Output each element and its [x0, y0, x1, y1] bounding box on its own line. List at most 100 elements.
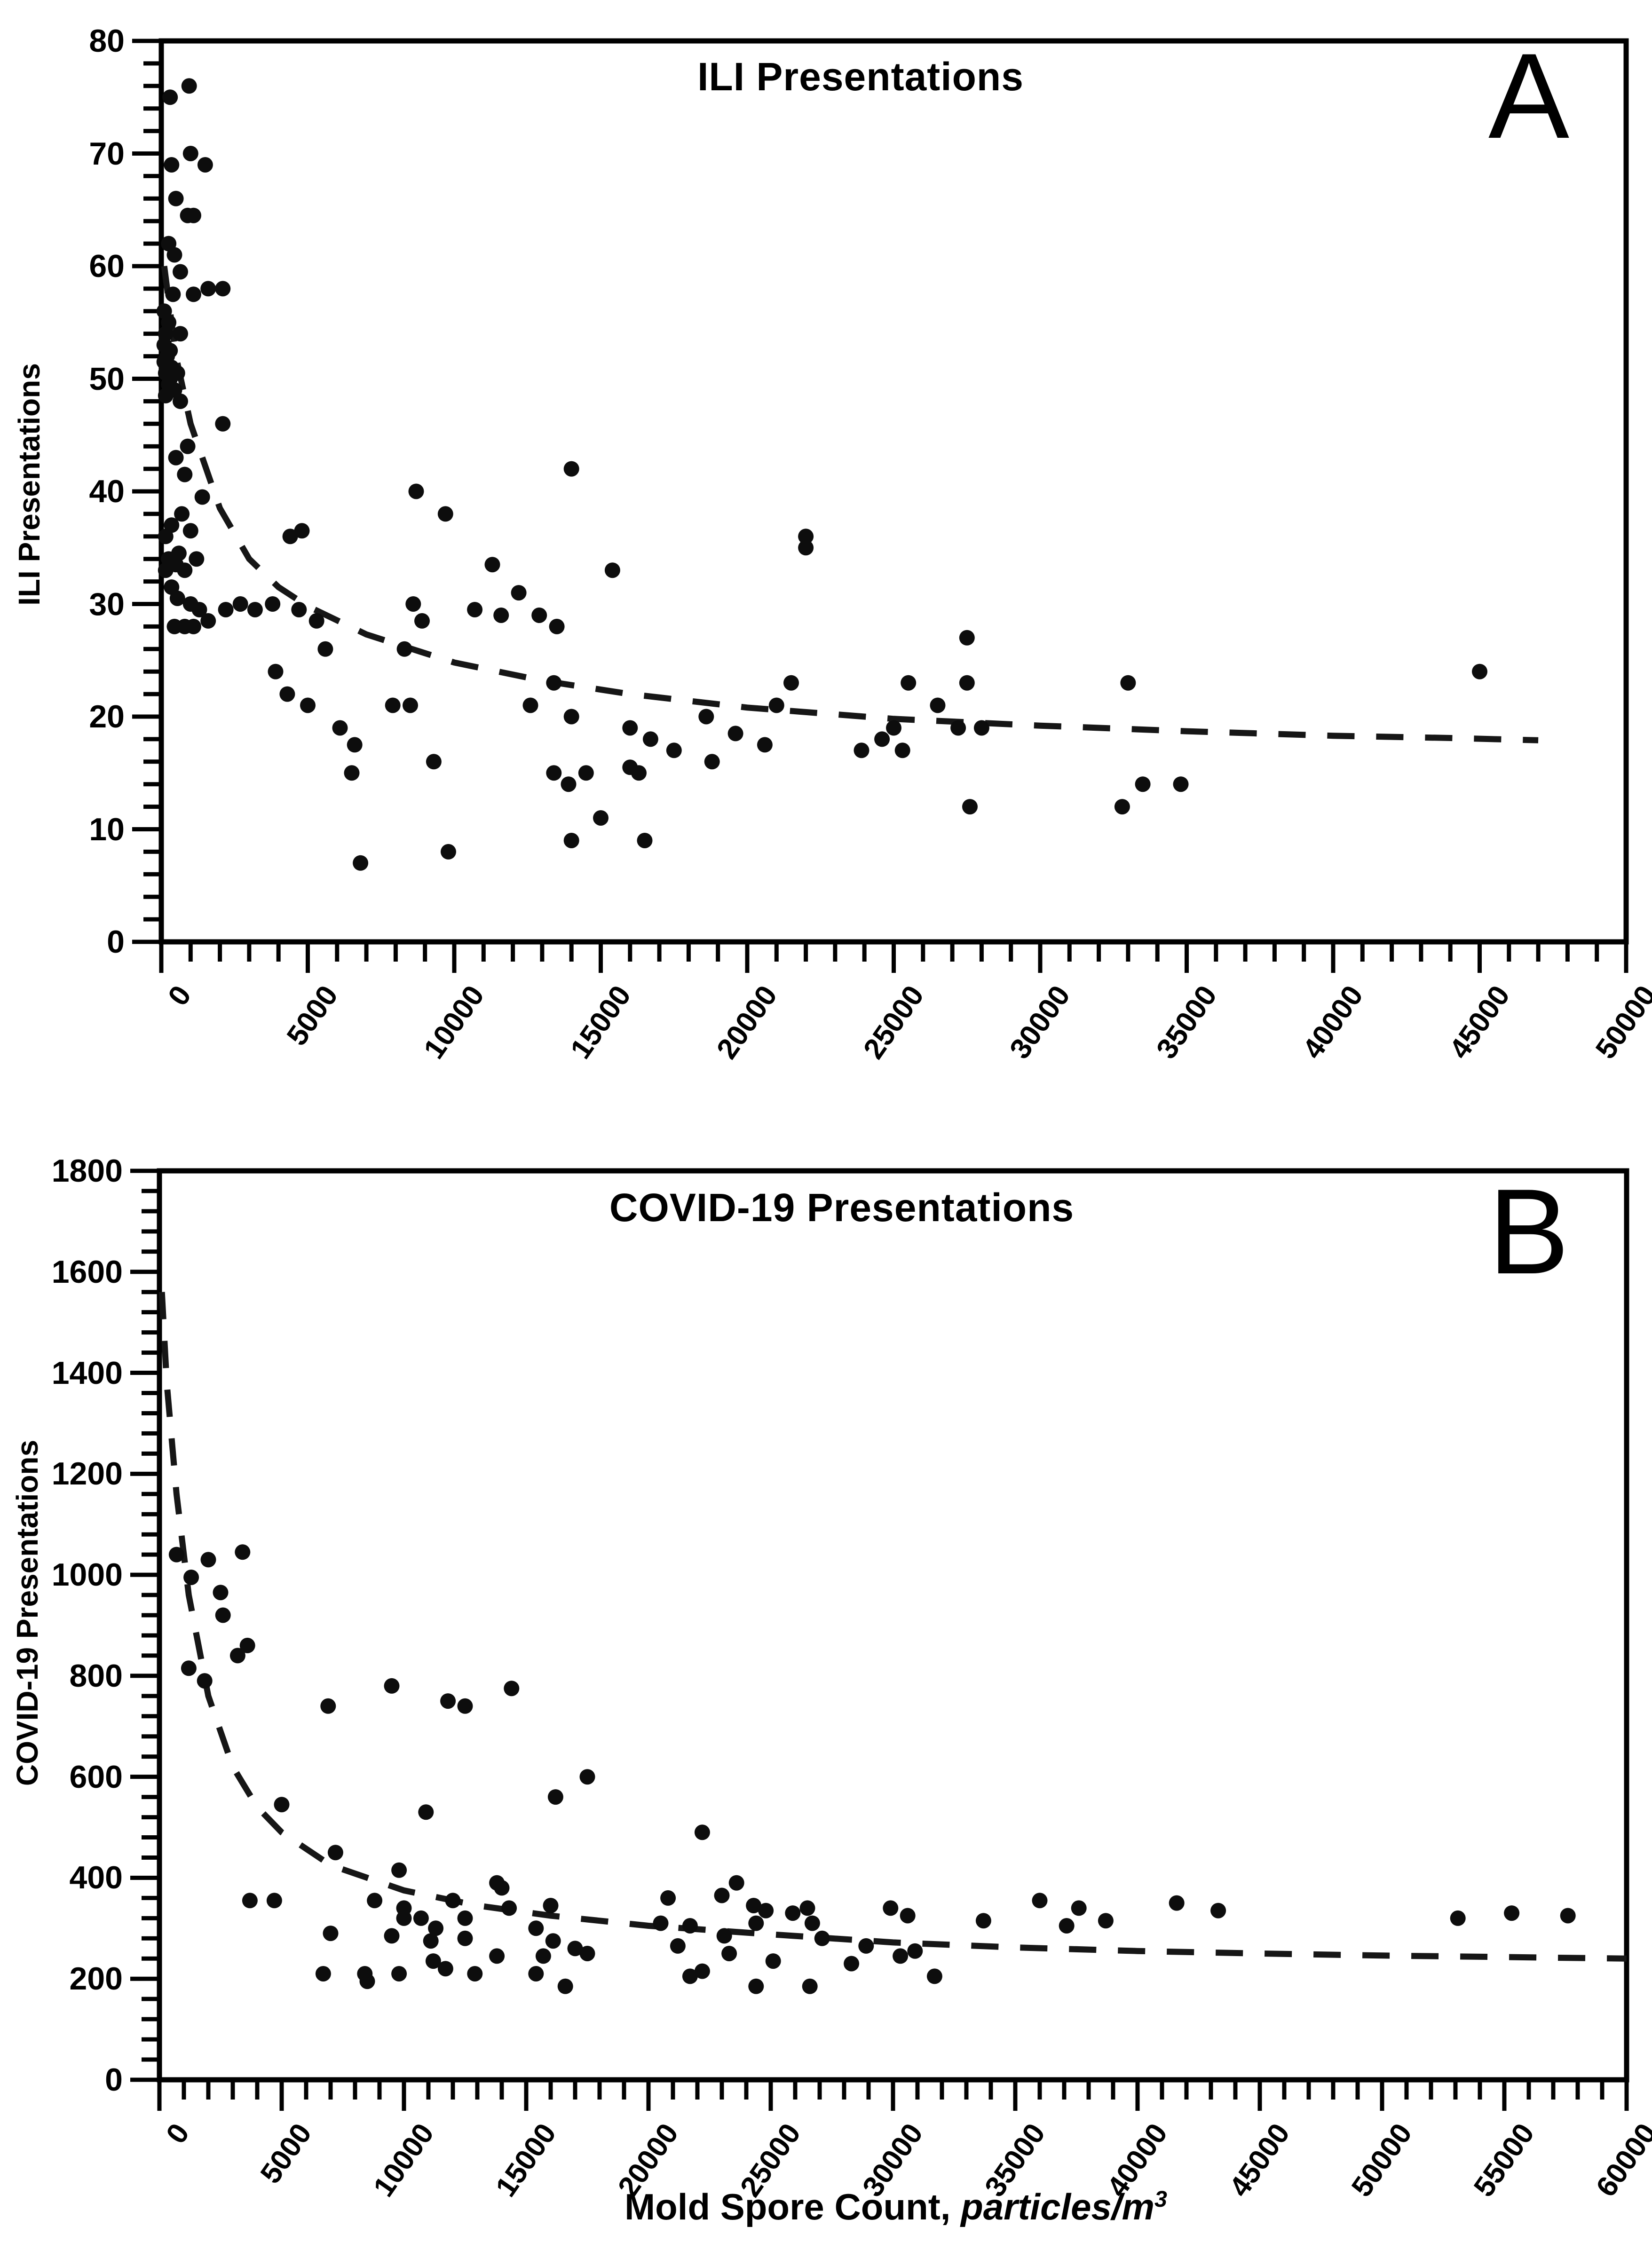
data-point: [549, 618, 565, 634]
data-point: [489, 1948, 505, 1964]
data-point: [418, 1804, 434, 1820]
data-point: [886, 720, 901, 736]
chart-a-y-axis-title: ILI Presentations: [12, 363, 46, 606]
data-point: [798, 529, 814, 545]
data-point: [1059, 1918, 1075, 1934]
data-point: [332, 720, 348, 736]
data-point: [893, 1948, 909, 1964]
data-point: [177, 466, 193, 482]
trend-line-B: [158, 1292, 1627, 1962]
data-point: [950, 720, 966, 736]
data-point: [428, 1920, 444, 1936]
data-point: [975, 1913, 991, 1929]
data-point: [327, 1845, 343, 1861]
data-point: [900, 1908, 916, 1924]
data-point: [169, 365, 185, 381]
data-point: [247, 602, 263, 617]
data-point: [721, 1946, 737, 1961]
data-point: [457, 1698, 473, 1714]
data-point: [168, 450, 184, 466]
data-point: [531, 608, 547, 623]
y-tick-label: 600: [69, 1759, 123, 1795]
data-point: [200, 281, 216, 297]
data-point: [567, 1941, 583, 1957]
data-point: [579, 1769, 595, 1785]
y-tick-label: 40: [89, 474, 125, 509]
y-tick-label: 1800: [51, 1153, 123, 1189]
data-point: [467, 602, 483, 617]
data-point: [396, 1910, 412, 1926]
data-point: [282, 529, 298, 545]
data-point: [403, 697, 418, 713]
data-point: [804, 1915, 820, 1931]
data-point: [894, 742, 910, 758]
data-point: [814, 1930, 830, 1946]
data-point: [1169, 1895, 1185, 1911]
data-point: [294, 523, 310, 539]
data-point: [785, 1905, 801, 1921]
data-point: [186, 286, 201, 302]
data-point: [291, 602, 307, 617]
data-point: [765, 1953, 781, 1969]
data-point: [768, 697, 784, 713]
data-point: [604, 562, 620, 578]
data-point: [266, 1893, 282, 1909]
data-point: [268, 663, 284, 679]
data-point: [215, 416, 231, 432]
y-tick-label: 70: [89, 135, 125, 172]
data-point: [265, 596, 281, 612]
data-point: [173, 264, 188, 280]
data-point: [200, 1552, 216, 1568]
data-point: [173, 326, 188, 342]
data-point: [182, 523, 198, 539]
data-point: [347, 737, 363, 753]
data-point: [528, 1920, 544, 1936]
data-point: [229, 1648, 245, 1664]
data-point: [242, 1893, 258, 1909]
data-point: [798, 540, 814, 556]
data-point: [186, 618, 201, 634]
chart-b-title: COVID-19 Presentations: [609, 1185, 1075, 1230]
data-point: [174, 506, 190, 522]
data-point: [323, 1926, 339, 1942]
x-axis-title: Mold Spore Count, particles/m3: [624, 2186, 1167, 2228]
data-point: [547, 1789, 563, 1805]
data-point: [714, 1887, 730, 1903]
data-point: [642, 731, 658, 747]
data-point: [694, 1824, 710, 1840]
x-axis-title-prefix: Mold Spore Count,: [624, 2186, 961, 2227]
y-tick-label: 400: [69, 1860, 123, 1896]
data-point: [1120, 675, 1136, 691]
data-point: [1071, 1900, 1087, 1916]
data-point: [546, 765, 562, 781]
data-point: [1210, 1903, 1226, 1918]
data-point: [561, 776, 577, 792]
data-point: [274, 1797, 290, 1813]
data-point: [704, 754, 720, 770]
data-point: [169, 591, 185, 606]
data-point: [353, 855, 369, 871]
data-point: [414, 613, 430, 629]
data-point: [166, 247, 182, 263]
data-point: [748, 1978, 764, 1994]
data-point: [501, 1900, 517, 1916]
trend-line-A: [161, 266, 1539, 743]
y-tick-label: 60: [89, 248, 125, 284]
data-point: [907, 1943, 923, 1959]
data-point: [197, 157, 213, 173]
y-tick-label: 30: [89, 586, 125, 622]
data-point: [445, 1893, 461, 1909]
data-point: [959, 675, 975, 691]
y-tick-label: 800: [69, 1658, 123, 1694]
data-point: [783, 675, 799, 691]
data-point: [535, 1948, 551, 1964]
data-point: [545, 1933, 561, 1949]
data-point: [1504, 1905, 1520, 1921]
data-point: [802, 1978, 818, 1994]
data-point: [164, 157, 180, 173]
data-point: [593, 810, 609, 826]
data-point: [728, 1875, 744, 1891]
data-point: [758, 1903, 774, 1918]
data-point: [528, 1966, 544, 1981]
